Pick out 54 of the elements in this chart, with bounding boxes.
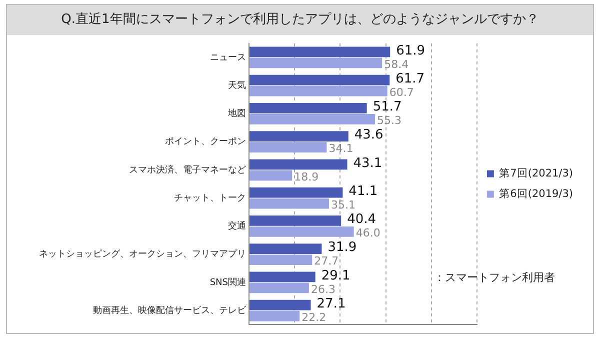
data-label: 34.1 <box>328 142 354 156</box>
data-label: 41.1 <box>348 184 378 199</box>
data-label: 55.3 <box>377 114 402 128</box>
data-label: 43.1 <box>353 156 382 171</box>
bar <box>250 142 327 153</box>
bar <box>250 159 348 170</box>
y-tick-label: ネットショッピング、オークション、フリマアプリ <box>39 248 246 260</box>
data-label: 27.1 <box>316 296 346 312</box>
bar <box>250 254 312 265</box>
bar <box>250 282 309 294</box>
legend-label: 第6回(2019/3) <box>499 188 574 200</box>
data-label: 31.9 <box>328 240 357 256</box>
bar <box>250 58 382 68</box>
bar <box>250 310 300 322</box>
y-tick-label: 地図 <box>227 108 246 120</box>
data-label: 60.7 <box>389 86 414 99</box>
y-tick-label: チャット、トーク <box>174 193 246 204</box>
bar <box>250 244 322 254</box>
chart-title: Q.直近1年間にスマートフォンで利用したアプリは、どのようなジャンルですか？ <box>7 5 593 35</box>
annotation: ：スマートフォン利用者 <box>434 270 555 285</box>
y-tick-label: 動画再生、映像配信サービス、テレビ <box>93 304 247 316</box>
y-tick-label: ポイント、クーポン <box>165 137 246 148</box>
bar <box>250 198 330 209</box>
data-label: 51.7 <box>372 100 402 115</box>
bar <box>250 226 354 237</box>
y-tick-label: 天気 <box>228 80 246 91</box>
data-label: 61.7 <box>396 71 425 86</box>
data-label: 40.4 <box>347 212 376 228</box>
data-label: 46.0 <box>356 226 380 240</box>
data-label: 29.1 <box>321 268 350 284</box>
legend-label: 第7回(2021/3) <box>499 167 574 180</box>
bar <box>250 114 376 124</box>
bar <box>250 187 343 198</box>
data-label: 27.7 <box>314 254 339 268</box>
bar <box>250 131 348 142</box>
y-tick-label: ニュース <box>210 52 246 63</box>
bar <box>250 272 316 282</box>
data-label: 26.3 <box>310 282 336 296</box>
bar <box>250 74 390 86</box>
y-tick-label: スマホ決済、電子マネーなど <box>129 164 246 176</box>
bar <box>250 215 342 226</box>
bar <box>250 86 388 96</box>
data-label: 22.2 <box>302 310 326 324</box>
bar <box>250 103 367 114</box>
data-label: 61.9 <box>396 43 426 58</box>
data-label: 58.4 <box>384 58 409 71</box>
bar <box>250 170 292 181</box>
y-tick-label: SNS関連 <box>210 276 246 288</box>
data-label: 35.1 <box>331 198 356 212</box>
data-label: 18.9 <box>294 170 319 184</box>
bar <box>250 300 311 310</box>
y-tick-label: 交通 <box>228 220 246 232</box>
data-label: 43.6 <box>354 128 384 143</box>
bar <box>250 46 390 58</box>
